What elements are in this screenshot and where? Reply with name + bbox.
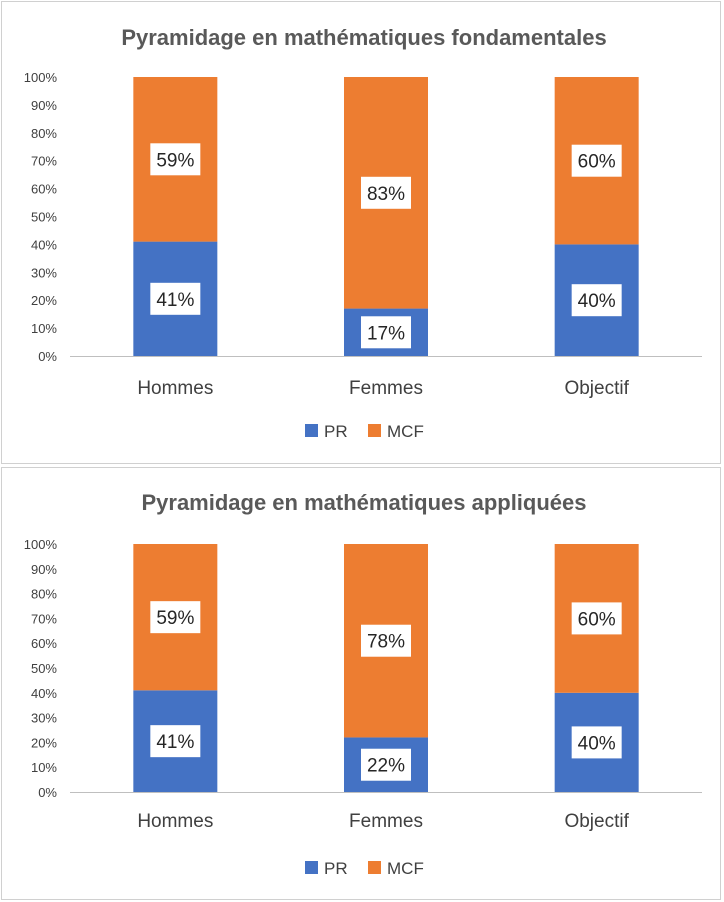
data-label-box bbox=[361, 748, 411, 781]
data-label: 40% bbox=[578, 733, 616, 754]
data-label: 41% bbox=[156, 732, 194, 753]
data-label-box bbox=[150, 601, 201, 634]
category-label: Femmes bbox=[349, 378, 423, 399]
data-label: 41% bbox=[156, 290, 194, 311]
data-label: 59% bbox=[156, 608, 194, 629]
y-tick-label: 30% bbox=[31, 711, 57, 726]
legend-swatch-mcf bbox=[368, 861, 381, 874]
chart-title: Pyramidage en mathématiques fondamentale… bbox=[121, 25, 606, 50]
legend-label-pr: PR bbox=[324, 859, 348, 878]
y-tick-label: 50% bbox=[31, 210, 57, 225]
y-tick-label: 80% bbox=[31, 126, 57, 141]
chart-title: Pyramidage en mathématiques appliquées bbox=[141, 490, 586, 515]
data-label: 78% bbox=[367, 632, 405, 653]
y-tick-label: 20% bbox=[31, 735, 57, 750]
legend-swatch-mcf bbox=[368, 424, 381, 437]
y-tick-label: 40% bbox=[31, 686, 57, 701]
y-tick-label: 100% bbox=[24, 537, 58, 552]
data-label-box bbox=[571, 726, 622, 759]
y-tick-label: 60% bbox=[31, 636, 57, 651]
data-label-box bbox=[571, 602, 622, 635]
data-label: 40% bbox=[578, 291, 616, 312]
y-tick-label: 20% bbox=[31, 293, 57, 308]
data-label-box bbox=[361, 624, 411, 657]
y-tick-label: 10% bbox=[31, 760, 57, 775]
legend-swatch-pr bbox=[305, 424, 318, 437]
y-tick-label: 10% bbox=[31, 321, 57, 336]
data-label-box bbox=[571, 284, 622, 317]
legend-label-mcf: MCF bbox=[387, 859, 424, 878]
y-tick-label: 50% bbox=[31, 661, 57, 676]
category-label: Hommes bbox=[137, 378, 213, 399]
y-tick-label: 0% bbox=[38, 785, 57, 800]
y-tick-label: 40% bbox=[31, 237, 57, 252]
chart-panel-appliquees: Pyramidage en mathématiques appliquées 0… bbox=[1, 467, 721, 900]
data-label: 83% bbox=[367, 184, 405, 205]
data-label: 59% bbox=[156, 150, 194, 171]
data-label-box bbox=[361, 316, 411, 349]
category-label: Objectif bbox=[564, 378, 629, 399]
y-tick-label: 80% bbox=[31, 587, 57, 602]
chart-panel-fondamentales: Pyramidage en mathématiques fondamentale… bbox=[1, 1, 721, 464]
y-tick-label: 90% bbox=[31, 562, 57, 577]
y-tick-label: 70% bbox=[31, 154, 57, 169]
data-label-box bbox=[571, 144, 622, 177]
legend-swatch-pr bbox=[305, 861, 318, 874]
category-label: Hommes bbox=[137, 811, 213, 832]
data-label: 60% bbox=[578, 609, 616, 630]
data-label: 22% bbox=[367, 756, 405, 777]
y-tick-label: 0% bbox=[38, 349, 57, 364]
y-tick-label: 90% bbox=[31, 98, 57, 113]
data-label: 60% bbox=[578, 152, 616, 173]
chart-fondamentales: Pyramidage en mathématiques fondamentale… bbox=[24, 25, 702, 441]
data-label-box bbox=[150, 725, 201, 758]
category-label: Objectif bbox=[564, 811, 629, 832]
data-label-box bbox=[361, 176, 411, 209]
category-label: Femmes bbox=[349, 811, 423, 832]
data-label: 17% bbox=[367, 323, 405, 344]
data-label-box bbox=[150, 282, 201, 315]
y-tick-label: 70% bbox=[31, 611, 57, 626]
legend-label-pr: PR bbox=[324, 422, 348, 441]
data-label-box bbox=[150, 143, 201, 176]
y-tick-label: 100% bbox=[24, 70, 58, 85]
legend-label-mcf: MCF bbox=[387, 422, 424, 441]
y-tick-label: 30% bbox=[31, 265, 57, 280]
y-tick-label: 60% bbox=[31, 182, 57, 197]
chart-appliquees: Pyramidage en mathématiques appliquées 0… bbox=[24, 490, 702, 878]
